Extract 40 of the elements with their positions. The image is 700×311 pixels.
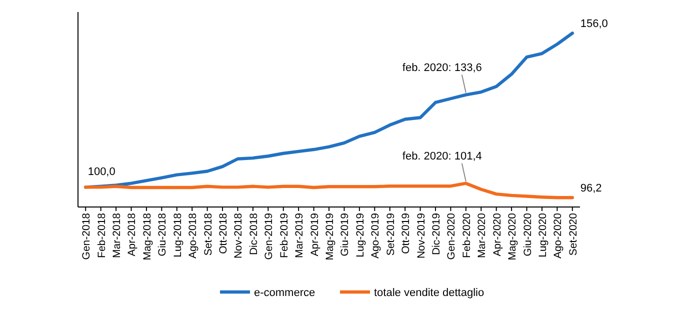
legend-label: totale vendite dettaglio [374,286,484,299]
annotation: feb. 2020: 101,4 [402,150,482,162]
x-tick-label: Ago-2020 [552,212,564,259]
x-tick-label: Ago-2019 [370,212,382,259]
data-label: 156,0 [580,18,608,30]
x-tick-label: Apr-2018 [126,212,138,256]
x-tick-label: Feb-2020 [460,212,473,258]
x-tick-label: Lug-2020 [536,212,549,258]
x-tick-label: Gen-2020 [446,212,458,260]
x-tick-label: Apr-2020 [491,212,504,256]
x-tick-label: Mag-2018 [141,212,154,260]
x-tick-label: Giu-2019 [339,212,352,256]
x-tick-label: Ago-2018 [187,212,200,259]
x-tick-label: Gen-2018 [80,212,93,260]
x-tick-label: Mag-2020 [506,212,519,260]
x-tick-label: Set-2020 [567,212,580,256]
x-tick-label: Feb-2019 [278,212,290,258]
x-tick-label: Nov-2019 [415,212,428,259]
x-tick-label: Set-2019 [384,212,397,256]
x-tick-label: Dic-2019 [430,212,442,256]
x-tick-label: Apr-2019 [308,212,321,256]
x-tick-label: Mar-2018 [111,212,124,258]
legend-label: e-commerce [254,286,316,299]
x-tick-label: Ott-2019 [400,212,412,254]
x-tick-label: Giu-2018 [156,212,169,256]
x-tick-label: Lug-2019 [354,212,366,258]
x-tick-label: Set-2018 [202,212,214,256]
x-tick-label: Mar-2019 [294,212,306,258]
x-tick-label: Nov-2018 [232,212,245,259]
data-label: 100,0 [88,166,116,178]
x-tick-label: Mag-2019 [324,212,336,260]
x-tick-label: Mar-2020 [476,212,488,258]
annotation: feb. 2020: 133,6 [402,62,482,74]
x-tick-label: Lug-2018 [172,212,184,258]
x-tick-label: Ott-2018 [218,212,230,254]
x-tick-label: Gen-2019 [263,212,276,260]
x-tick-label: Feb-2018 [96,212,108,258]
x-tick-label: Giu-2020 [522,212,534,256]
data-label: 96,2 [580,182,602,195]
x-tick-label: Dic-2018 [248,212,260,256]
